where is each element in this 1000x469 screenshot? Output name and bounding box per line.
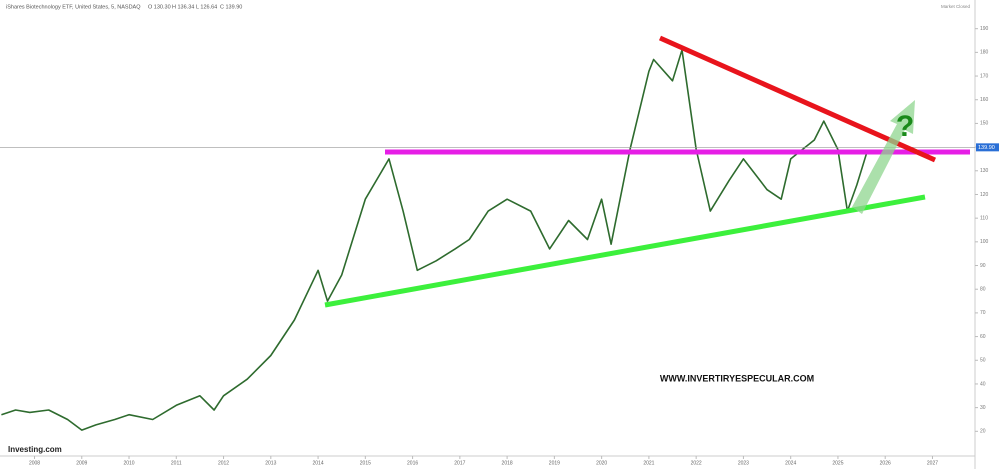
question-mark: ?	[896, 110, 914, 143]
y-tick-label: 120	[980, 192, 989, 198]
y-tick-label: 150	[980, 121, 989, 127]
ohlc: C 139.90	[220, 4, 242, 10]
x-tick-label: 2024	[785, 460, 796, 466]
y-tick-label: 130	[980, 168, 989, 174]
last-price-box	[976, 143, 999, 152]
logo: Investing.com	[8, 445, 62, 454]
y-tick-label: 30	[980, 405, 986, 411]
y-tick-label: 20	[980, 429, 986, 435]
y-tick-label: 190	[980, 26, 989, 32]
x-tick-label: 2008	[29, 460, 40, 466]
y-tick-label: 70	[980, 310, 986, 316]
market-status: Market Closed	[941, 4, 971, 9]
x-tick-label: 2021	[643, 460, 654, 466]
x-tick-label: 2009	[76, 460, 87, 466]
x-tick-label: 2012	[218, 460, 229, 466]
x-tick-label: 2015	[360, 460, 371, 466]
x-tick-label: 2027	[927, 460, 938, 466]
x-tick-label: 2010	[123, 460, 134, 466]
x-tick-label: 2016	[407, 460, 418, 466]
projection-arrow	[852, 100, 915, 214]
x-tick-label: 2020	[596, 460, 607, 466]
x-tick-label: 2022	[691, 460, 702, 466]
y-tick-label: 40	[980, 381, 986, 387]
support-line	[324, 194, 926, 308]
x-tick-label: 2026	[880, 460, 891, 466]
x-tick-label: 2018	[502, 460, 513, 466]
chart-title: iShares Biotechnology ETF, United States…	[6, 4, 141, 10]
y-tick-label: 180	[980, 50, 989, 56]
y-tick-label: 110	[980, 215, 988, 221]
ohlc: H 136.34	[172, 4, 194, 10]
x-tick-label: 2019	[549, 460, 560, 466]
ohlc: L 126.64	[196, 4, 217, 10]
y-tick-label: 80	[980, 287, 986, 293]
x-tick-label: 2013	[265, 460, 276, 466]
y-tick-label: 60	[980, 334, 986, 340]
price-line	[1, 49, 868, 431]
x-tick-label: 2017	[454, 460, 465, 466]
x-tick-label: 2011	[171, 460, 182, 466]
y-tick-label: 170	[980, 73, 989, 79]
x-tick-label: 2025	[832, 460, 843, 466]
y-tick-label: 90	[980, 263, 986, 269]
ohlc: O 130.30	[148, 4, 171, 10]
y-tick-label: 50	[980, 358, 986, 364]
y-tick-label: 160	[980, 97, 989, 103]
y-tick-label: 100	[980, 239, 989, 245]
x-tick-label: 2014	[313, 460, 324, 466]
last-price-label: 139.90	[978, 145, 995, 151]
watermark: WWW.INVERTIRYESPECULAR.COM	[660, 373, 814, 383]
plot-area	[0, 49, 975, 431]
x-tick-label: 2023	[738, 460, 749, 466]
